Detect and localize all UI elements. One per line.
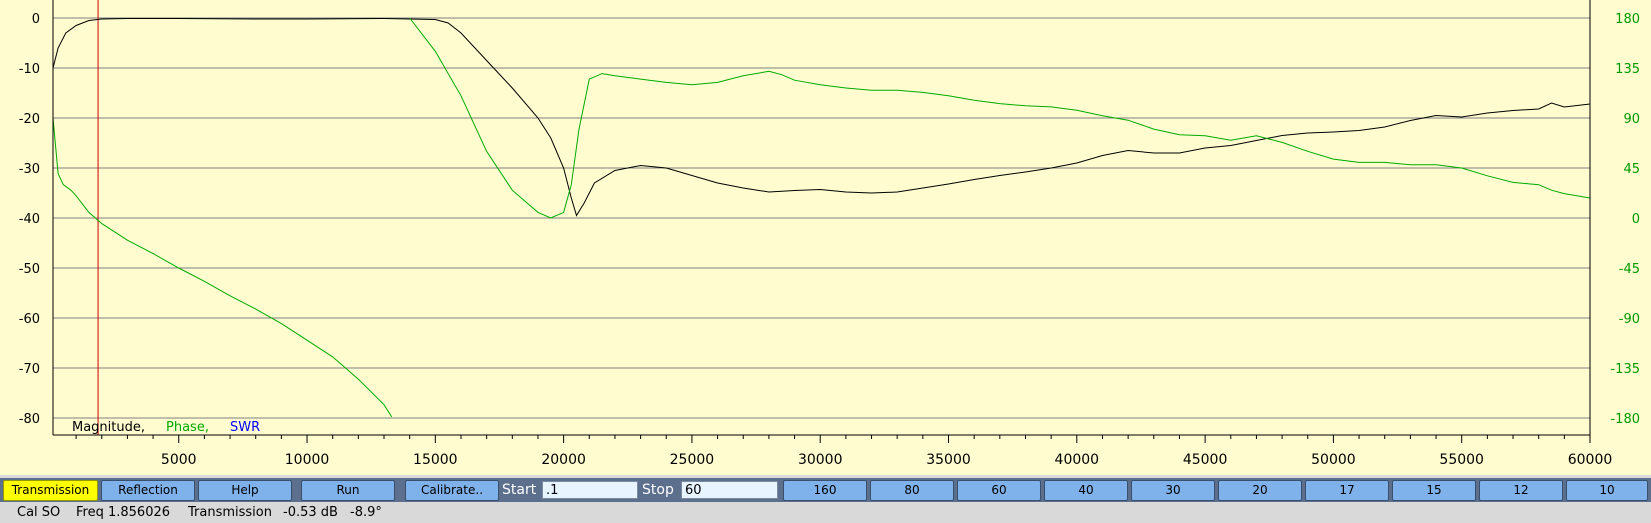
y2-tick-label: -135 — [1610, 362, 1640, 377]
x-tick-label: 25000 — [670, 452, 715, 468]
y-tick-label: 0 — [32, 12, 40, 27]
x-tick-label: 10000 — [285, 452, 330, 468]
run-button[interactable]: Run — [301, 480, 395, 501]
y2-tick-label: 180 — [1615, 12, 1640, 27]
phase-readout: -8.9° — [350, 505, 382, 520]
stop-label: Stop — [642, 482, 674, 498]
band-20-button[interactable]: 20 — [1218, 480, 1302, 501]
help-button[interactable]: Help — [198, 480, 292, 501]
magnitude-readout: -0.53 dB — [283, 505, 338, 520]
start-label: Start — [502, 482, 537, 498]
band-80-button[interactable]: 80 — [870, 480, 954, 501]
legend-1: Phase, — [166, 420, 209, 435]
x-tick-label: 30000 — [798, 452, 843, 468]
legend-2: SWR — [230, 420, 260, 435]
x-tick-label: 60000 — [1568, 452, 1613, 468]
y-tick-label: -20 — [19, 112, 40, 127]
y-tick-label: -40 — [19, 212, 40, 227]
y-tick-label: -80 — [19, 412, 40, 427]
mode-readout: Transmission — [188, 505, 272, 520]
band-10-button[interactable]: 10 — [1566, 480, 1648, 501]
x-tick-label: 50000 — [1311, 452, 1356, 468]
y2-tick-label: 90 — [1623, 112, 1640, 127]
band-60-button[interactable]: 60 — [957, 480, 1041, 501]
plot-area[interactable]: 0 -10 -20 -30 -40 -50 -60 -70 -80 180 135 90 45 0 -45… — [0, 0, 1651, 475]
toolbar: Transmission Reflection Help Run Calibra… — [0, 478, 1651, 502]
x-tick-label: 40000 — [1055, 452, 1100, 468]
y-tick-label: -50 — [19, 262, 40, 277]
x-tick-label: 45000 — [1183, 452, 1228, 468]
y-tick-label: -30 — [19, 162, 40, 177]
reflection-button[interactable]: Reflection — [101, 480, 195, 501]
band-30-button[interactable]: 30 — [1131, 480, 1215, 501]
y2-tick-label: -90 — [1619, 312, 1640, 327]
legend-0: Magnitude, — [72, 420, 145, 435]
x-tick-label: 5000 — [161, 452, 197, 468]
series-magnitude-line — [52, 17, 1591, 217]
y2-tick-label: 135 — [1615, 62, 1640, 77]
y2-tick-label: -45 — [1619, 262, 1640, 277]
x-tick-label: 35000 — [926, 452, 971, 468]
freq-readout: Freq 1.856026 — [76, 505, 171, 520]
stop-input[interactable] — [681, 481, 778, 499]
band-12-button[interactable]: 12 — [1479, 480, 1563, 501]
x-tick-label: 55000 — [1439, 452, 1484, 468]
x-tick-label: 20000 — [541, 452, 586, 468]
status-bar: Cal SO Freq 1.856026 Transmission -0.53 … — [0, 502, 1651, 523]
y-tick-label: -60 — [19, 312, 40, 327]
cal-status: Cal SO — [17, 505, 61, 520]
y2-tick-label: -180 — [1610, 412, 1640, 427]
start-input[interactable] — [542, 481, 638, 499]
band-15-button[interactable]: 15 — [1392, 480, 1476, 501]
calibrate-button[interactable]: Calibrate.. — [405, 480, 499, 501]
band-17-button[interactable]: 17 — [1305, 480, 1389, 501]
y-tick-label: -70 — [19, 362, 40, 377]
y2-tick-label: 0 — [1632, 212, 1640, 227]
chart-svg: 0 -10 -20 -30 -40 -50 -60 -70 -80 180 135 90 45 0 -45… — [19, 0, 1640, 468]
y-tick-label: -10 — [19, 62, 40, 77]
band-40-button[interactable]: 40 — [1044, 480, 1128, 501]
band-160-button[interactable]: 160 — [783, 480, 867, 501]
x-tick-label: 15000 — [413, 452, 458, 468]
y2-tick-label: 45 — [1623, 162, 1640, 177]
transmission-button[interactable]: Transmission — [3, 480, 98, 501]
series-phase-line — [52, 17, 1591, 418]
